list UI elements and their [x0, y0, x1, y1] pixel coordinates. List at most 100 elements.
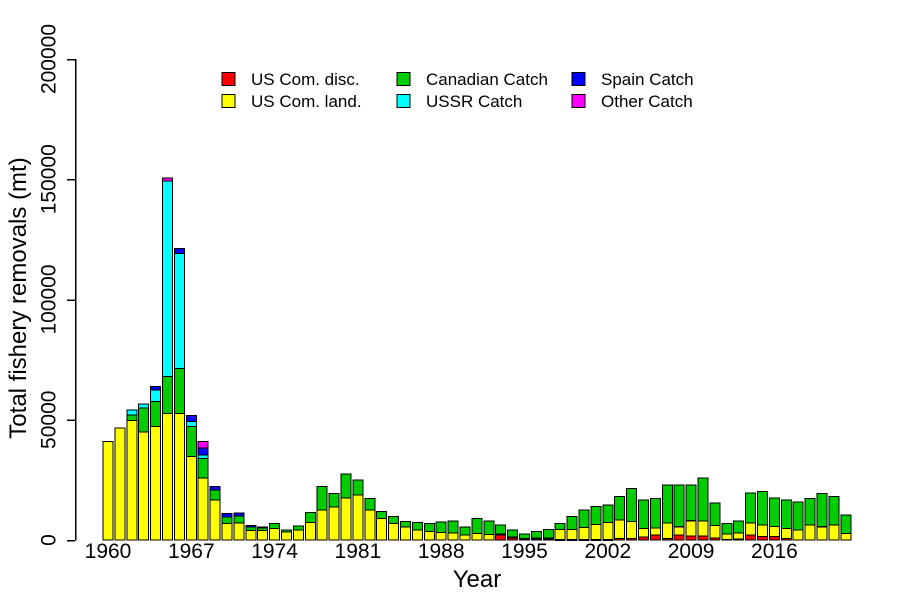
- bar-segment-1972-canadian-catch: [245, 526, 257, 531]
- y-tick-label-200000: 200000: [38, 24, 61, 94]
- bar-segment-1986-us-com--land-: [411, 529, 423, 541]
- bar-segment-2015-canadian-catch: [757, 490, 768, 526]
- bar-segment-1980-us-com--land-: [340, 497, 352, 541]
- bar-segment-1976-us-com--land-: [292, 529, 304, 541]
- bar-segment-1970-us-com--land-: [221, 522, 233, 541]
- bar-segment-2012-us-com--land-: [721, 533, 733, 540]
- bar-segment-1986-canadian-catch: [411, 522, 423, 531]
- y-axis-title: Total fishery removals (mt): [5, 157, 32, 438]
- bar-segment-1989-us-com--land-: [447, 532, 459, 541]
- bar-segment-2010-us-com--land-: [697, 520, 709, 537]
- bar-segment-1983-us-com--land-: [376, 517, 388, 541]
- legend-label-spain-catch: Spain Catch: [601, 70, 694, 89]
- bar-segment-2022-us-com--land-: [840, 532, 852, 541]
- bar-segment-2008-us-com--land-: [673, 526, 685, 536]
- bar-segment-2017-us-com--land-: [780, 528, 792, 540]
- bar-segment-1984-canadian-catch: [388, 516, 400, 524]
- bar-segment-1971-us-com--land-: [233, 522, 245, 541]
- legend-swatch-ussr-catch: [396, 94, 411, 108]
- x-axis-title: Year: [453, 566, 502, 593]
- bar-segment-1972-spain-catch: [245, 525, 257, 528]
- bar-segment-1967-us-com--land-: [185, 456, 197, 541]
- bar-segment-1983-canadian-catch: [376, 511, 388, 519]
- bar-segment-1993-canadian-catch: [495, 524, 507, 535]
- bar-segment-2009-canadian-catch: [685, 484, 697, 522]
- bar-segment-1978-canadian-catch: [316, 486, 328, 511]
- bar-segment-1977-us-com--land-: [304, 521, 316, 541]
- x-tick-label-2016: 2016: [751, 540, 798, 563]
- bar-segment-1969-us-com--land-: [209, 499, 221, 541]
- legend-swatch-us-com--disc-: [221, 72, 236, 86]
- bar-segment-2003-us-com--land-: [614, 519, 626, 539]
- bar-segment-1989-canadian-catch: [447, 520, 459, 534]
- bar-segment-1992-us-com--land-: [483, 534, 495, 541]
- bar-segment-1971-canadian-catch: [233, 515, 245, 524]
- bar-segment-1979-us-com--land-: [328, 506, 340, 541]
- bar-segment-2005-canadian-catch: [638, 499, 649, 530]
- bar-segment-1999-canadian-catch: [566, 516, 578, 530]
- bar-segment-2006-us-com--disc-: [649, 534, 661, 541]
- bar-segment-2018-canadian-catch: [792, 501, 804, 531]
- bar-segment-2007-canadian-catch: [661, 484, 673, 524]
- bar-segment-1974-canadian-catch: [269, 522, 281, 530]
- bar-segment-2016-us-com--land-: [768, 526, 780, 538]
- legend-label-canadian-catch: Canadian Catch: [426, 70, 548, 89]
- bar-segment-1981-canadian-catch: [352, 479, 364, 496]
- bar-segment-2012-canadian-catch: [721, 522, 733, 535]
- y-tick-label-50000: 50000: [38, 391, 61, 449]
- bar-segment-1969-spain-catch: [209, 486, 221, 491]
- bar-segment-2020-us-com--land-: [816, 526, 828, 541]
- bar-segment-1999-us-com--land-: [566, 528, 578, 541]
- axes: 0 50000 100000 150000 200000 1960 1967 1974 1981…: [38, 24, 798, 563]
- bar-segment-1961-us-com--land-: [114, 427, 126, 541]
- bar-segment-1973-spain-catch: [257, 526, 269, 529]
- bar-segment-1968-spain-catch: [197, 447, 209, 456]
- bar-segment-1998-us-com--land-: [554, 529, 566, 541]
- bar-segment-1966-us-com--land-: [173, 412, 185, 541]
- bar-segment-1966-ussr-catch: [173, 252, 185, 369]
- bar-segment-2002-canadian-catch: [602, 504, 614, 524]
- x-tick-label-1960: 1960: [85, 540, 132, 563]
- bar-segment-2001-canadian-catch: [590, 506, 602, 525]
- bar-segment-2005-us-com--land-: [638, 528, 649, 538]
- bar-segment-2008-canadian-catch: [673, 484, 685, 528]
- bar-segment-2018-us-com--land-: [792, 529, 804, 541]
- legend-label-us-com--disc-: US Com. disc.: [251, 70, 360, 89]
- bar-segment-1982-canadian-catch: [364, 497, 376, 511]
- bar-segment-1971-spain-catch: [233, 512, 245, 517]
- bar-segment-1988-us-com--land-: [435, 531, 447, 541]
- bar-segment-2019-canadian-catch: [804, 497, 816, 526]
- bar-segment-1992-canadian-catch: [483, 520, 495, 536]
- bar-segment-1964-ussr-catch: [150, 389, 162, 403]
- bar-segment-2006-canadian-catch: [649, 497, 661, 529]
- y-tick-label-0: 0: [38, 534, 61, 546]
- x-tick-label-2009: 2009: [668, 540, 715, 563]
- legend-swatch-other-catch: [571, 94, 586, 108]
- bar-segment-1996-canadian-catch: [530, 531, 542, 539]
- bar-segment-1997-canadian-catch: [542, 528, 554, 539]
- bar-segment-2002-us-com--land-: [602, 522, 614, 541]
- bar-segment-1973-us-com--land-: [257, 530, 269, 541]
- bar-segment-1963-ussr-catch: [138, 403, 150, 409]
- bar-segment-1985-canadian-catch: [400, 521, 411, 528]
- bar-segment-2016-canadian-catch: [768, 497, 780, 528]
- x-tick-label-1974: 1974: [251, 540, 298, 563]
- bar-segment-1980-canadian-catch: [340, 473, 352, 499]
- bar-segment-2014-us-com--land-: [745, 522, 757, 536]
- bar-segment-1995-canadian-catch: [519, 533, 530, 539]
- bar-segment-1967-spain-catch: [185, 415, 197, 423]
- bar-segment-1988-canadian-catch: [435, 521, 447, 533]
- legend-swatch-canadian-catch: [396, 72, 411, 86]
- bar-segment-1970-canadian-catch: [221, 516, 233, 524]
- bar-segment-1965-other-catch: [162, 177, 173, 182]
- bar-segment-2013-canadian-catch: [733, 520, 745, 534]
- bar-segment-1966-spain-catch: [173, 247, 185, 254]
- bar-segment-1960-us-com--land-: [102, 441, 114, 541]
- bar-segment-2007-us-com--land-: [661, 522, 673, 539]
- legend-swatch-us-com--land-: [221, 94, 236, 108]
- bar-segment-1976-canadian-catch: [292, 525, 304, 531]
- bar-segment-2014-canadian-catch: [745, 492, 757, 524]
- legend-label-ussr-catch: USSR Catch: [426, 92, 522, 111]
